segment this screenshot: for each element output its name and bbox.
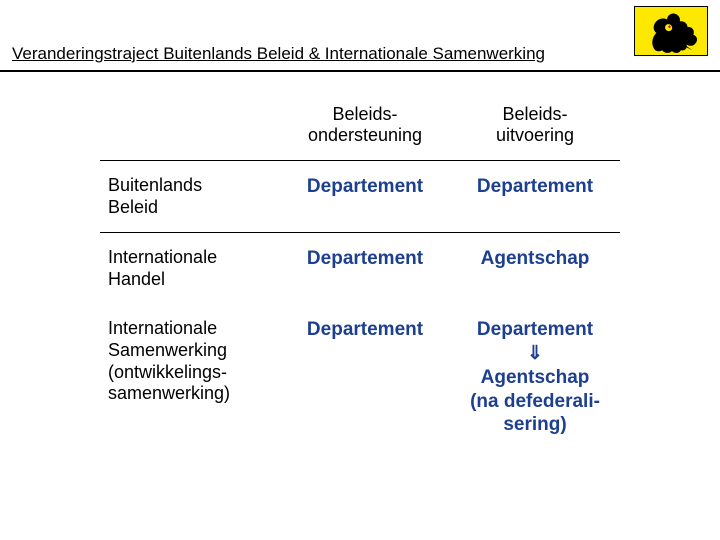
down-arrow-icon: ⇓ bbox=[527, 343, 543, 364]
cell: Departement ⇓ Agentschap (na defederali-… bbox=[450, 304, 620, 451]
table-row: Buitenlands Beleid Departement Departeme… bbox=[100, 161, 620, 233]
row-label: Internationale Handel bbox=[100, 233, 280, 305]
cell: Departement bbox=[280, 304, 450, 451]
cell: Departement bbox=[450, 161, 620, 233]
header-cell-empty bbox=[100, 90, 280, 161]
page-title: Veranderingstraject Buitenlands Beleid &… bbox=[12, 44, 545, 64]
cell: Departement bbox=[280, 233, 450, 305]
header-underline bbox=[0, 70, 720, 72]
header-cell-uitvoering: Beleids- uitvoering bbox=[450, 90, 620, 161]
table-row: Internationale Samenwerking (ontwikkelin… bbox=[100, 304, 620, 451]
row-label: Internationale Samenwerking (ontwikkelin… bbox=[100, 304, 280, 451]
table-header-row: Beleids- ondersteuning Beleids- uitvoeri… bbox=[100, 90, 620, 161]
header: Veranderingstraject Buitenlands Beleid &… bbox=[0, 28, 720, 72]
header-text: Beleids- ondersteuning bbox=[288, 104, 442, 146]
table-row: Internationale Handel Departement Agents… bbox=[100, 233, 620, 305]
header-text: Beleids- uitvoering bbox=[458, 104, 612, 146]
cell: Departement bbox=[280, 161, 450, 233]
row-label: Buitenlands Beleid bbox=[100, 161, 280, 233]
header-cell-ondersteuning: Beleids- ondersteuning bbox=[280, 90, 450, 161]
matrix-table: Beleids- ondersteuning Beleids- uitvoeri… bbox=[100, 90, 620, 451]
cell: Agentschap bbox=[450, 233, 620, 305]
